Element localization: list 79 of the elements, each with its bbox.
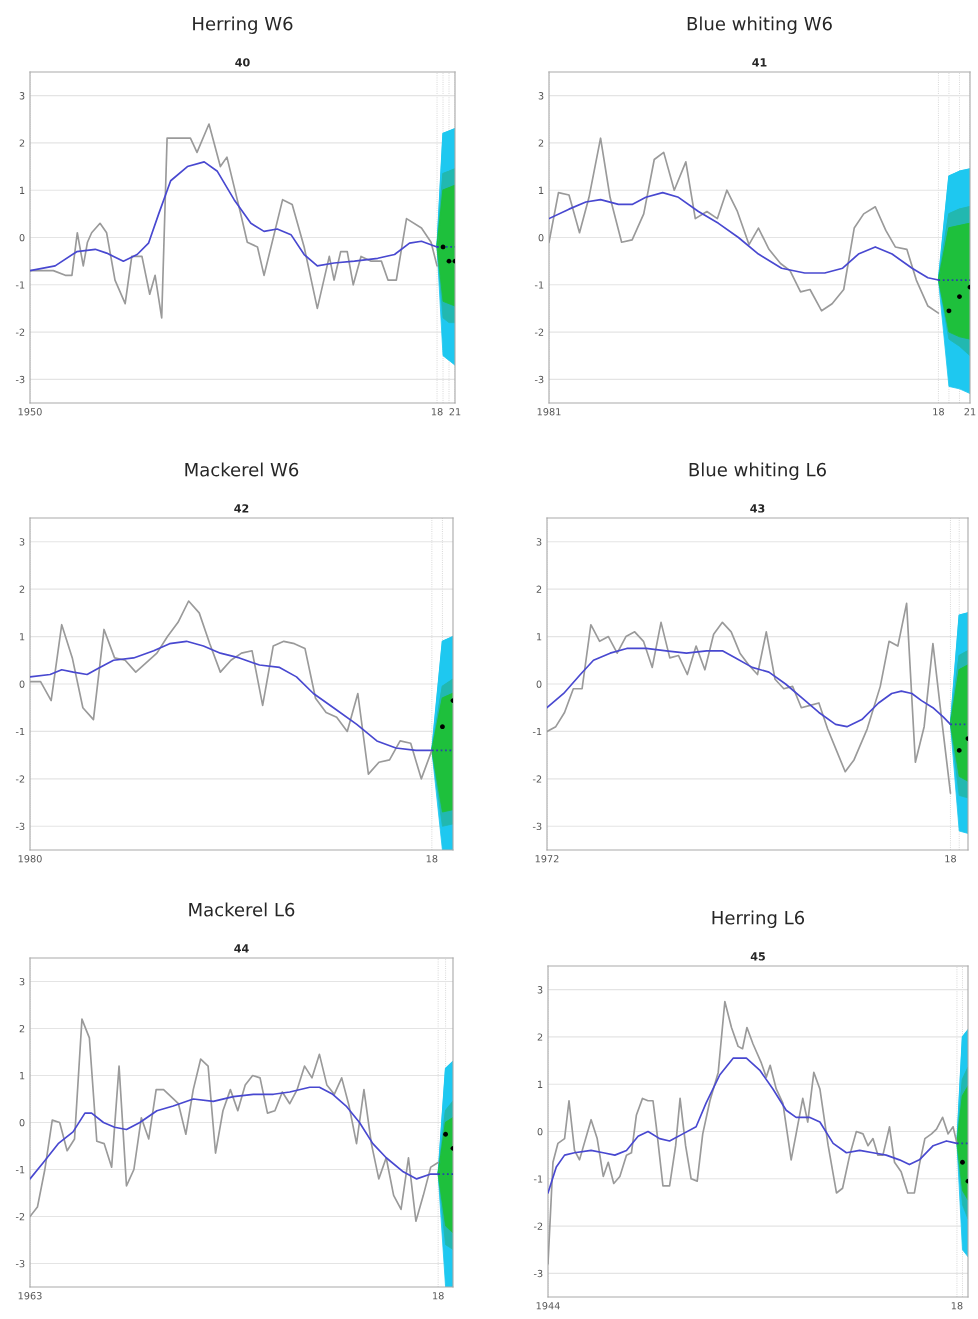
y-tick-label: 0: [19, 233, 25, 242]
chart-title: Mackerel W6: [185, 462, 299, 477]
line-series: [30, 640, 433, 752]
line-series: [547, 602, 952, 794]
chart-subtitle: 44: [234, 944, 249, 953]
chart-subtitle: 41: [752, 58, 767, 67]
x-tick-label: 18: [945, 855, 956, 863]
y-tick-label: 1: [539, 186, 544, 194]
y-tick-label: -1: [534, 281, 544, 289]
x-tick-label: 18: [426, 855, 438, 863]
y-tick-label: 2: [19, 585, 25, 593]
y-tick-label: 1: [537, 633, 542, 641]
x-tick-label: 18: [951, 1302, 963, 1310]
y-tick-label: -2: [15, 328, 25, 336]
y-tick-label: -1: [533, 1175, 543, 1183]
line-series: [548, 1000, 958, 1265]
y-tick-label: -1: [15, 281, 25, 289]
chart-title: Herring W6: [193, 16, 293, 34]
chart-subtitle: 40: [235, 58, 250, 67]
y-tick-label: 0: [537, 1127, 543, 1136]
y-tick-label: -3: [15, 822, 25, 831]
line-series: [30, 600, 433, 780]
y-tick-label: -3: [15, 1259, 25, 1268]
x-tick-label: 18: [431, 408, 443, 416]
y-tick-label: 2: [537, 1033, 543, 1041]
x-tick-label: 21: [449, 408, 461, 416]
y-tick-label: 3: [537, 986, 543, 994]
y-tick-label: -2: [15, 1212, 25, 1221]
chart-title: Mackerel L6: [189, 902, 295, 917]
x-tick-label: 1963: [18, 1292, 42, 1300]
line-series: [549, 137, 940, 314]
y-tick-label: -2: [15, 775, 25, 783]
y-tick-label: 3: [19, 538, 25, 546]
line-series: [30, 161, 438, 272]
y-tick-label: 0: [19, 1118, 25, 1127]
y-tick-label: -1: [532, 728, 542, 736]
y-tick-label: -1: [15, 728, 25, 736]
y-tick-label: 3: [19, 92, 25, 100]
y-tick-label: -3: [534, 375, 544, 384]
x-tick-label: 1981: [537, 408, 561, 416]
x-tick-label: 21: [964, 408, 976, 416]
x-tick-label: 1950: [18, 408, 42, 416]
y-tick-label: 2: [538, 139, 544, 147]
y-tick-label: -3: [532, 822, 542, 831]
y-tick-label: 0: [538, 233, 544, 242]
chart-title: Blue whiting W6: [687, 16, 832, 34]
y-tick-label: 3: [536, 538, 542, 546]
chart-title: Blue whiting L6: [689, 462, 826, 480]
y-tick-label: 2: [19, 1024, 25, 1033]
chart-subtitle: 42: [234, 504, 249, 513]
y-tick-label: 1: [20, 1072, 25, 1080]
y-tick-label: -3: [533, 1269, 543, 1278]
y-tick-label: -3: [15, 375, 25, 384]
x-tick-label: 1980: [18, 855, 42, 863]
x-tick-label: 1972: [535, 855, 559, 863]
y-tick-label: -2: [533, 1222, 543, 1230]
y-tick-label: 2: [536, 585, 542, 593]
y-tick-label: 3: [19, 977, 25, 986]
y-tick-label: 1: [20, 186, 25, 194]
y-tick-label: 0: [19, 680, 25, 688]
line-series: [549, 191, 940, 281]
y-tick-label: 1: [20, 633, 25, 641]
y-tick-label: 0: [536, 680, 542, 688]
y-tick-label: 1: [538, 1080, 543, 1088]
x-tick-label: 1944: [536, 1302, 560, 1310]
y-tick-label: -1: [15, 1166, 25, 1174]
chart-subtitle: 43: [750, 504, 765, 513]
line-series: [547, 647, 952, 728]
chart-title: Herring L6: [712, 910, 805, 928]
line-series: [30, 1018, 439, 1223]
y-tick-label: -2: [534, 328, 544, 336]
x-tick-label: 18: [933, 408, 944, 416]
line-series: [548, 1057, 958, 1194]
x-tick-label: 18: [433, 1292, 444, 1300]
line-series: [30, 1086, 439, 1180]
chart-subtitle: 45: [750, 952, 765, 961]
y-tick-label: -2: [532, 775, 542, 783]
y-tick-label: 3: [538, 92, 544, 100]
y-tick-label: 2: [19, 139, 25, 147]
